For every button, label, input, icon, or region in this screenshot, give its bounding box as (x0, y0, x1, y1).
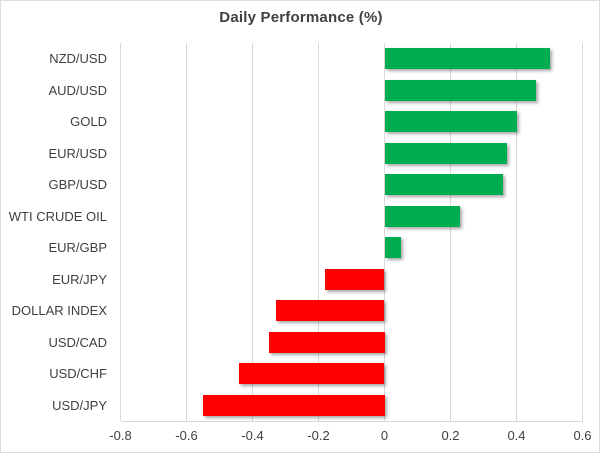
gridline (582, 43, 583, 421)
gridline (318, 43, 319, 421)
bar (325, 268, 385, 290)
gridline (516, 43, 517, 421)
category-label: GOLD (70, 114, 107, 130)
gridline (186, 43, 187, 421)
bar (384, 237, 401, 259)
category-label: EUR/USD (48, 145, 107, 161)
bar (269, 331, 385, 353)
x-tick-label: 0.2 (441, 428, 460, 443)
bar (384, 142, 507, 164)
category-label: DOLLAR INDEX (11, 303, 107, 319)
bar (384, 79, 537, 101)
category-label: NZD/USD (49, 51, 107, 67)
gridline (252, 43, 253, 421)
x-tick-label: 0.4 (507, 428, 526, 443)
x-axis-line (120, 421, 583, 422)
bar (384, 205, 461, 227)
bar (203, 394, 385, 416)
bar (384, 48, 550, 70)
category-label: USD/JPY (52, 397, 107, 413)
gridline (120, 43, 121, 421)
category-label: EUR/GBP (48, 240, 107, 256)
category-label: GBP/USD (48, 177, 107, 193)
gridline (450, 43, 451, 421)
bar (384, 174, 504, 196)
x-tick-label: -0.8 (109, 428, 132, 443)
zero-axis-line (384, 43, 385, 421)
x-tick-label: -0.2 (307, 428, 330, 443)
bar (384, 111, 517, 133)
chart-title: Daily Performance (%) (219, 9, 383, 26)
x-tick-label: 0.6 (573, 428, 592, 443)
bar (275, 300, 385, 322)
category-label: USD/CHF (49, 366, 107, 382)
category-label: USD/CAD (48, 334, 107, 350)
bar (239, 363, 385, 385)
category-label: WTI CRUDE OIL (8, 208, 107, 224)
x-tick-label: -0.6 (175, 428, 198, 443)
x-tick-label: -0.4 (241, 428, 264, 443)
category-label: EUR/JPY (52, 271, 107, 287)
x-tick-label: 0 (380, 428, 389, 443)
category-label: AUD/USD (48, 82, 107, 98)
